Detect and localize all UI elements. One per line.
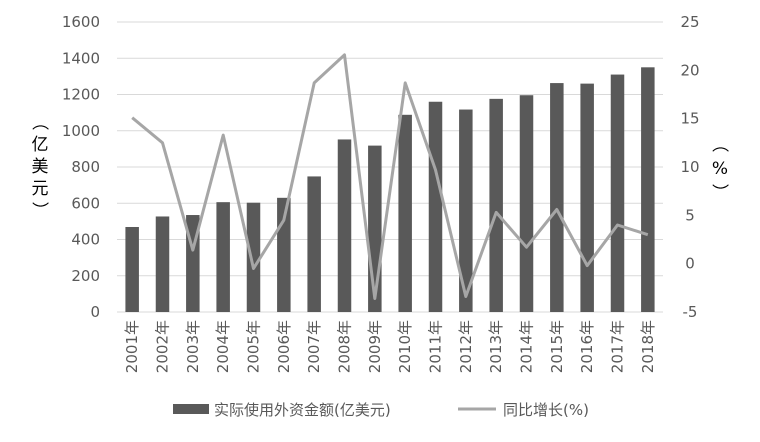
left-tick-label: 1600: [62, 13, 100, 31]
bar: [428, 101, 443, 312]
category-label: 2002年: [154, 320, 172, 373]
right-axis-title-char: （: [709, 136, 729, 153]
left-tick-label: 600: [71, 194, 100, 212]
bar: [398, 114, 412, 312]
category-label: 2003年: [184, 320, 202, 373]
right-tick-label: 25: [680, 13, 699, 31]
category-label: 2012年: [457, 320, 475, 373]
category-label: 2004年: [214, 320, 232, 373]
right-axis-title-char: ）: [709, 184, 729, 201]
legend-line-label: 同比增长(%): [503, 401, 589, 419]
category-label: 2015年: [548, 320, 566, 373]
x-axis-categories: 2001年 2002年 2003年 2004年 2005年 2006年 2007年 2008年…: [123, 320, 657, 373]
legend-bar-label: 实际使用外资金额(亿美元): [214, 401, 391, 419]
category-label: 2007年: [305, 320, 323, 373]
category-label: 2009年: [366, 320, 384, 373]
left-tick-label: 0: [90, 303, 100, 321]
bar: [580, 83, 594, 312]
left-axis-title-char: 美: [32, 157, 49, 177]
right-tick-label: 5: [685, 206, 695, 224]
left-tick-label: 1400: [62, 49, 100, 67]
left-tick-label: 1200: [62, 86, 100, 104]
category-label: 2016年: [578, 320, 596, 373]
growth-line: [131, 53, 649, 300]
legend: 实际使用外资金额(亿美元) 同比增长(%): [173, 401, 589, 419]
left-axis-title-char: （: [29, 114, 49, 131]
category-label: 2001年: [123, 320, 141, 373]
category-label: 2006年: [275, 320, 293, 373]
right-axis-ticks: 25 20 15 10 5 0 -5: [680, 13, 699, 321]
left-axis-ticks: 1600 1400 1200 1000 800 600 400 200 0: [62, 13, 100, 321]
category-label: 2005年: [245, 320, 263, 373]
left-axis-title: （ 亿美元 ）: [29, 114, 49, 219]
right-tick-label: -5: [683, 303, 698, 321]
left-axis-title-char: ）: [29, 202, 49, 219]
line-series: [131, 53, 649, 300]
category-label: 2013年: [487, 320, 505, 373]
right-tick-label: 20: [680, 61, 699, 79]
category-label: 2008年: [336, 320, 354, 373]
bar: [550, 83, 564, 312]
bar: [641, 67, 655, 312]
right-tick-label: 10: [680, 158, 699, 176]
bar: [519, 95, 534, 312]
bar: [307, 176, 321, 312]
left-axis-title-char: 元: [32, 179, 49, 199]
gridlines: [117, 21, 663, 313]
bar: [216, 202, 230, 312]
legend-bar-swatch: [173, 404, 209, 414]
bar: [155, 216, 170, 312]
left-tick-label: 200: [71, 267, 100, 285]
bar: [246, 202, 261, 312]
right-axis-title: （% ）: [709, 136, 729, 201]
category-label: 2017年: [609, 320, 627, 373]
bar: [610, 74, 625, 312]
left-tick-label: 800: [71, 158, 100, 176]
bar-series: [125, 67, 655, 312]
bar: [459, 109, 473, 312]
left-axis-title-char: 亿: [32, 135, 49, 155]
right-axis-title-char: %: [712, 159, 728, 179]
category-label: 2014年: [518, 320, 536, 373]
category-label: 2011年: [427, 320, 445, 373]
right-tick-label: 0: [685, 255, 695, 273]
category-label: 2010年: [396, 320, 414, 373]
left-tick-label: 1000: [62, 122, 100, 140]
category-label: 2018年: [639, 320, 657, 373]
bar: [337, 139, 352, 312]
right-tick-label: 15: [680, 110, 699, 128]
bar: [125, 226, 139, 312]
bar: [489, 98, 503, 312]
left-tick-label: 400: [71, 231, 100, 249]
